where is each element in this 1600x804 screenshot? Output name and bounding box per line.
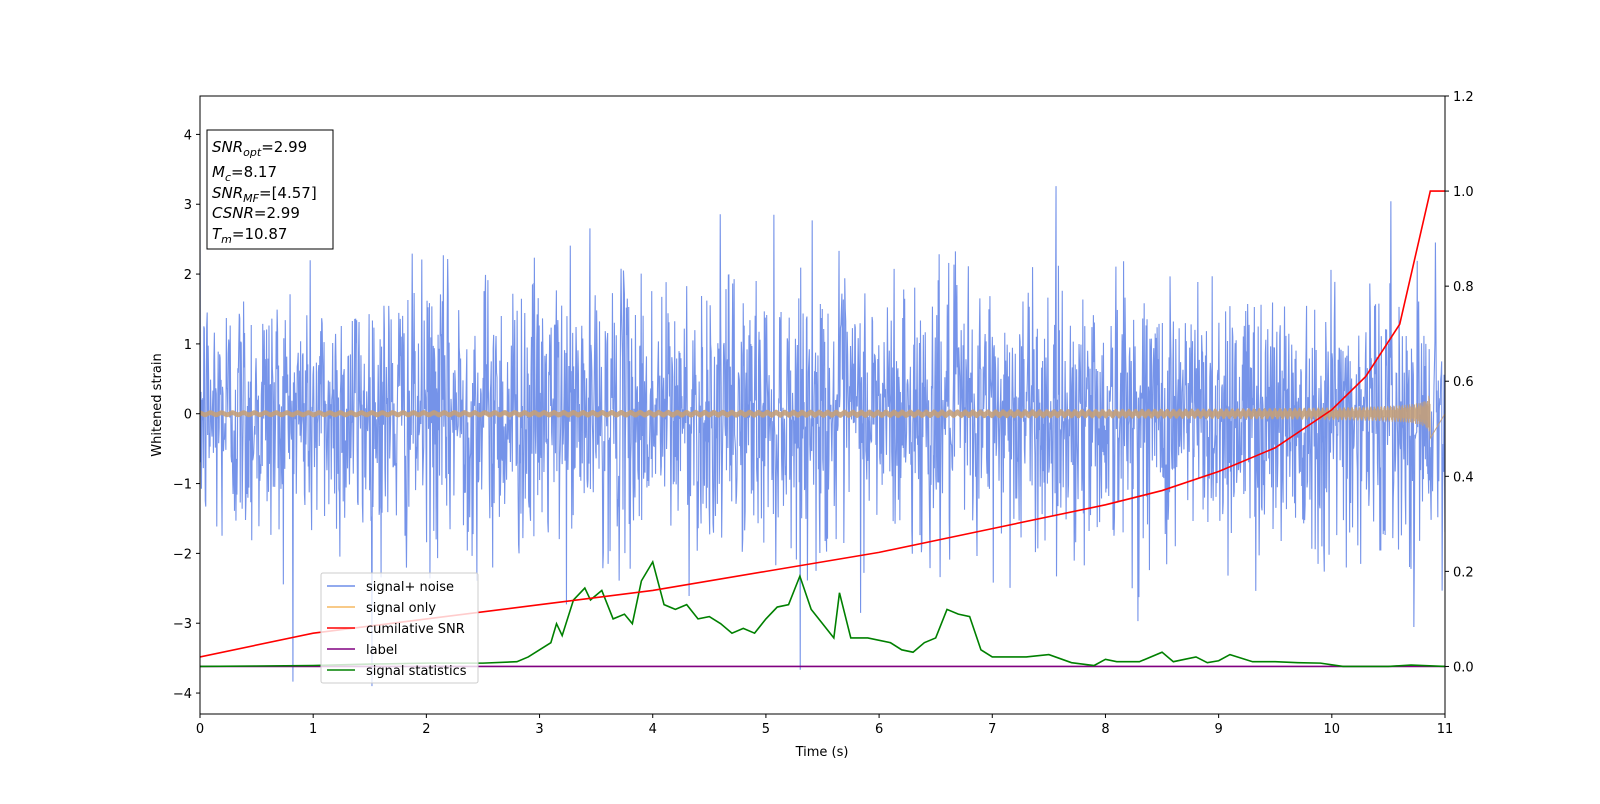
x-tick-label: 9: [1214, 722, 1222, 737]
y2-tick-label: 0.4: [1453, 470, 1474, 485]
y2-tick-label: 1.0: [1453, 185, 1474, 200]
y-tick-label: −2: [173, 547, 192, 562]
info-mc: Mc=8.17: [212, 163, 277, 184]
y-tick-label: 2: [184, 268, 192, 283]
y2-axis-ticks: 1.2 1.0 0.8 0.6 0.4 0.2 0.0: [1445, 90, 1474, 675]
x-axis-label: Time (s): [795, 745, 849, 760]
plot-frame: [199, 95, 1446, 715]
info-box-frame: [206, 129, 334, 250]
info-snr-opt: SNRopt=2.99: [212, 138, 307, 159]
x-tick-label: 1: [309, 722, 317, 737]
legend-label: cumilative SNR: [366, 622, 465, 637]
y-tick-label: −1: [173, 478, 192, 493]
y2-tick-label: 0.2: [1453, 565, 1474, 580]
legend: signal+ noise signal only cumilative SNR la…: [320, 572, 479, 684]
y2-tick-label: 0.0: [1453, 660, 1474, 675]
x-tick-label: 0: [196, 722, 204, 737]
x-axis-ticks: 0 1 2 3 4 5 6 7 8 9 10 11: [196, 714, 1453, 737]
legend-frame: [320, 572, 479, 684]
series-cumilative-snr: [200, 190, 1445, 658]
legend-label: signal+ noise: [366, 580, 454, 595]
legend-label: signal only: [366, 601, 436, 616]
series-signal-statistics: [200, 559, 1445, 668]
legend-label: label: [366, 643, 397, 658]
x-tick-label: 6: [875, 722, 883, 737]
y2-tick-label: 0.6: [1453, 375, 1474, 390]
y-tick-label: −3: [173, 617, 192, 632]
x-tick-label: 4: [649, 722, 657, 737]
x-tick-label: 3: [535, 722, 543, 737]
y-tick-label: 1: [184, 338, 192, 353]
info-box: SNRopt=2.99 Mc=8.17 SNRMF=[4.57] CSNR=2.…: [206, 129, 334, 250]
legend-label: signal statistics: [366, 664, 467, 679]
series-signal-only: [200, 395, 1445, 440]
y2-tick-label: 0.8: [1453, 280, 1474, 295]
x-tick-label: 10: [1324, 722, 1341, 737]
y-tick-label: −4: [173, 687, 192, 702]
signal-only-line: [200, 395, 1445, 440]
x-tick-label: 5: [762, 722, 770, 737]
info-csnr: CSNR=2.99: [212, 204, 300, 222]
x-tick-label: 8: [1101, 722, 1109, 737]
info-snr-mf: SNRMF=[4.57]: [212, 184, 317, 205]
y-tick-label: 4: [184, 128, 192, 143]
x-tick-label: 7: [988, 722, 996, 737]
y-axis-label: Whitened strain: [150, 353, 165, 456]
x-tick-label: 2: [422, 722, 430, 737]
x-tick-label: 11: [1437, 722, 1454, 737]
y-axis-ticks: 4 3 2 1 0 −1 −2 −3 −4: [173, 128, 200, 702]
y-tick-label: 3: [184, 198, 192, 213]
y2-tick-label: 1.2: [1453, 90, 1474, 105]
y-tick-label: 0: [184, 408, 192, 423]
info-tm: Tm=10.87: [212, 225, 287, 246]
